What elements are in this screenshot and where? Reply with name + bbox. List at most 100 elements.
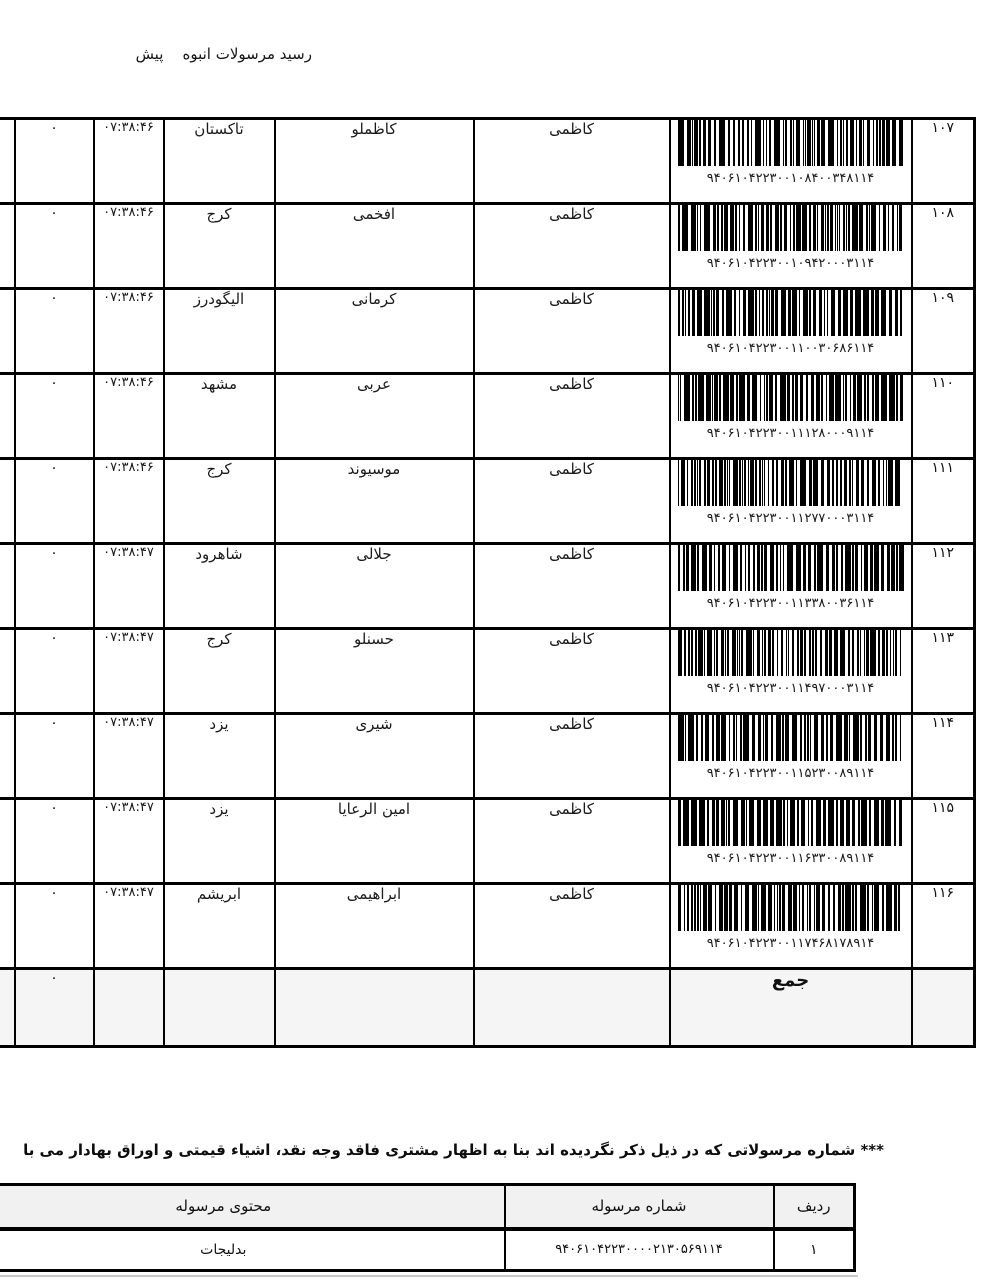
barcode-image	[677, 631, 901, 676]
clipped-cell	[0, 287, 16, 375]
page-edge-line	[0, 1275, 858, 1277]
tracking-number: ۹۴۰۶۱۰۴۲۲۳۰۰۱۱۵۲۳۰۰۸۹۱۱۴	[706, 766, 875, 781]
clipped-cell	[0, 202, 16, 290]
barcode-image	[677, 546, 904, 591]
receiver-name: ابراهیمی	[273, 882, 475, 970]
destination-city: یزد	[162, 712, 276, 800]
zero-value: ۰	[13, 287, 95, 375]
sum-empty-time	[92, 967, 165, 1048]
receiver-name: جلالی	[273, 542, 475, 630]
row-number: ۱۱۴	[910, 712, 976, 800]
destination-city: شاهرود	[162, 542, 276, 630]
receiver-name: حسنلو	[273, 627, 475, 715]
registration-time: ۰۷:۳۸:۴۷	[92, 882, 165, 970]
row-number: ۱۰۷	[910, 117, 976, 205]
row-number: ۱۱۶	[910, 882, 976, 970]
clipped-cell	[0, 457, 16, 545]
zero-value: ۰	[13, 457, 95, 545]
barcode-image	[677, 716, 901, 761]
row-number: ۱۰۹	[910, 287, 976, 375]
zero-value: ۰	[13, 627, 95, 715]
parcel-row: ۱۱۲ ۹۴۰۶۱۰۴۲۲۳۰۰۱۱۳۳۸۰۰۳۶۱۱۴ کاظمی جلالی شاه…	[0, 542, 976, 630]
row-number: ۱۱۵	[910, 797, 976, 885]
tracking-number: ۹۴۰۶۱۰۴۲۲۳۰۰۱۱۶۳۳۰۰۸۹۱۱۴	[706, 851, 875, 866]
destination-city: الیگودرز	[162, 287, 276, 375]
barcode-image	[677, 291, 902, 336]
zero-value: ۰	[13, 542, 95, 630]
sum-label: جمع	[668, 967, 913, 1048]
registration-time: ۰۷:۳۸:۴۷	[92, 542, 165, 630]
receiver-name: کرمانی	[273, 287, 475, 375]
parcel-row: ۱۰۷ ۹۴۰۶۱۰۴۲۲۳۰۰۱۰۸۴۰۰۳۴۸۱۱۴ کاظمی کاظملو تا…	[0, 117, 976, 205]
registration-time: ۰۷:۳۸:۴۶	[92, 372, 165, 460]
clipped-cell	[0, 542, 16, 630]
parcel-row: ۱۰۹ ۹۴۰۶۱۰۴۲۲۳۰۰۱۱۰۰۳۰۶۸۶۱۱۴ کاظمی کرمانی ال…	[0, 287, 976, 375]
excluded-parcels-table: ردیف شماره مرسوله محتوی مرسوله ۱ ۹۴۰۶۱۰۴…	[0, 1183, 856, 1272]
zero-value: ۰	[13, 882, 95, 970]
receiver-name: کاظملو	[273, 117, 475, 205]
receiver-name: شیری	[273, 712, 475, 800]
tracking-number: ۹۴۰۶۱۰۴۲۲۳۰۰۱۰۹۴۲۰۰۰۳۱۱۴	[706, 256, 875, 271]
parcel-table: ۱۰۷ ۹۴۰۶۱۰۴۲۲۳۰۰۱۰۸۴۰۰۳۴۸۱۱۴ کاظمی کاظملو تا…	[0, 117, 976, 1048]
zero-value: ۰	[13, 202, 95, 290]
registration-time: ۰۷:۳۸:۴۶	[92, 202, 165, 290]
clipped-cell	[0, 882, 16, 970]
destination-city: ابریشم	[162, 882, 276, 970]
cell-parcel-content: بدلیجات	[0, 1227, 506, 1272]
barcode-cell: ۹۴۰۶۱۰۴۲۲۳۰۰۱۰۹۴۲۰۰۰۳۱۱۴	[668, 202, 913, 290]
barcode-image	[677, 121, 903, 166]
registration-time: ۰۷:۳۸:۴۶	[92, 457, 165, 545]
header-row-number: ردیف	[772, 1183, 856, 1231]
receiver-name: عربی	[273, 372, 475, 460]
destination-city: یزد	[162, 797, 276, 885]
barcode-image	[677, 206, 902, 251]
row-number: ۱۰۸	[910, 202, 976, 290]
sender-name: کاظمی	[472, 117, 671, 205]
parcel-row: ۱۱۳ ۹۴۰۶۱۰۴۲۲۳۰۰۱۱۴۹۷۰۰۰۳۱۱۴ کاظمی حسنلو کرج…	[0, 627, 976, 715]
sender-name: کاظمی	[472, 202, 671, 290]
zero-value: ۰	[13, 797, 95, 885]
tracking-number: ۹۴۰۶۱۰۴۲۲۳۰۰۱۱۰۰۳۰۶۸۶۱۱۴	[706, 341, 875, 356]
row-number: ۱۱۰	[910, 372, 976, 460]
clipped-cell	[0, 627, 16, 715]
barcode-cell: ۹۴۰۶۱۰۴۲۲۳۰۰۱۱۲۷۷۰۰۰۳۱۱۴	[668, 457, 913, 545]
destination-city: تاکستان	[162, 117, 276, 205]
barcode-cell: ۹۴۰۶۱۰۴۲۲۳۰۰۱۱۰۰۳۰۶۸۶۱۱۴	[668, 287, 913, 375]
barcode-image	[677, 376, 903, 421]
barcode-cell: ۹۴۰۶۱۰۴۲۲۳۰۰۱۱۴۹۷۰۰۰۳۱۱۴	[668, 627, 913, 715]
bottom-table-header: ردیف شماره مرسوله محتوی مرسوله	[0, 1183, 856, 1231]
tracking-number: ۹۴۰۶۱۰۴۲۲۳۰۰۱۱۱۲۸۰۰۰۹۱۱۴	[706, 426, 875, 441]
registration-time: ۰۷:۳۸:۴۷	[92, 797, 165, 885]
destination-city: کرج	[162, 627, 276, 715]
clipped-cell	[0, 967, 16, 1048]
sum-row: جمع ۰	[0, 967, 976, 1048]
parcel-row: ۱۱۰ ۹۴۰۶۱۰۴۲۲۳۰۰۱۱۱۲۸۰۰۰۹۱۱۴ کاظمی عربی مشهد…	[0, 372, 976, 460]
sum-empty-sender	[472, 967, 671, 1048]
row-number: ۱۱۲	[910, 542, 976, 630]
destination-city: کرج	[162, 457, 276, 545]
receiver-name: امین الرعایا	[273, 797, 475, 885]
header-parcel-content: محتوی مرسوله	[0, 1183, 506, 1231]
sum-empty-city	[162, 967, 276, 1048]
row-number: ۱۱۱	[910, 457, 976, 545]
barcode-image	[677, 801, 902, 846]
parcel-row: ۱۰۸ ۹۴۰۶۱۰۴۲۲۳۰۰۱۰۹۴۲۰۰۰۳۱۱۴ کاظمی افخمی کرج…	[0, 202, 976, 290]
destination-city: مشهد	[162, 372, 276, 460]
parcel-row: ۱۱۱ ۹۴۰۶۱۰۴۲۲۳۰۰۱۱۲۷۷۰۰۰۳۱۱۴ کاظمی موسیوند ک…	[0, 457, 976, 545]
sender-name: کاظمی	[472, 372, 671, 460]
parcel-row: ۱۱۶ ۹۴۰۶۱۰۴۲۲۳۰۰۱۱۷۴۶۸۱۷۸۹۱۴ کاظمی ابراهیمی…	[0, 882, 976, 970]
clipped-cell	[0, 712, 16, 800]
sender-name: کاظمی	[472, 797, 671, 885]
sum-empty-receiver	[273, 967, 475, 1048]
tracking-number: ۹۴۰۶۱۰۴۲۲۳۰۰۱۰۸۴۰۰۳۴۸۱۱۴	[706, 171, 875, 186]
sum-empty-rowno	[910, 967, 976, 1048]
barcode-cell: ۹۴۰۶۱۰۴۲۲۳۰۰۱۱۷۴۶۸۱۷۸۹۱۴	[668, 882, 913, 970]
clipped-cell	[0, 372, 16, 460]
cell-row-number: ۱	[772, 1227, 856, 1272]
sender-name: کاظمی	[472, 882, 671, 970]
parcel-row: ۱۱۵ ۹۴۰۶۱۰۴۲۲۳۰۰۱۱۶۳۳۰۰۸۹۱۱۴ کاظمی امین الر…	[0, 797, 976, 885]
cell-parcel-number: ۹۴۰۶۱۰۴۲۲۳۰۰۰۰۲۱۳۰۵۶۹۱۱۴	[503, 1227, 775, 1272]
barcode-image	[677, 461, 900, 506]
registration-time: ۰۷:۳۸:۴۶	[92, 287, 165, 375]
zero-value: ۰	[13, 117, 95, 205]
